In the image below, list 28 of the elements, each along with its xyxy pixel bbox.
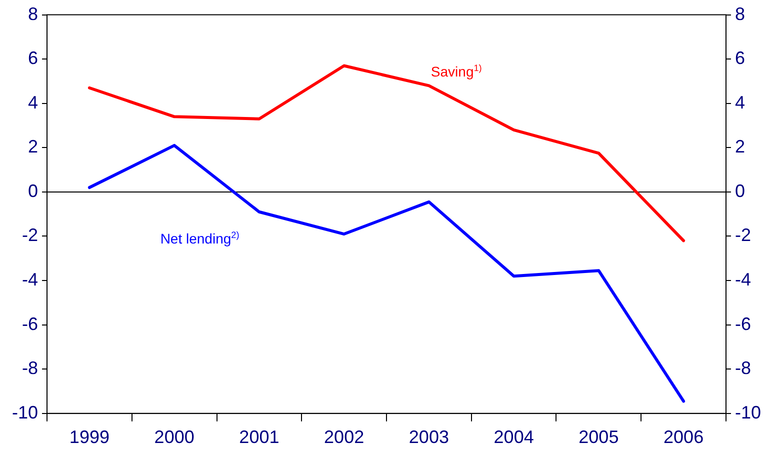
y2-tick-label: -6 (734, 314, 751, 334)
y2-tick-label: 0 (734, 180, 745, 201)
y2-tick-label: -10 (734, 402, 761, 422)
y-tick-label: -10 (12, 402, 38, 422)
y-tick-label: 6 (28, 48, 38, 68)
y-tick-label: -8 (22, 358, 38, 378)
y-tick-label: -2 (22, 225, 38, 246)
x-tick-label: 2000 (154, 427, 194, 448)
y-tick-label: 4 (28, 92, 38, 112)
x-tick-label: 2001 (239, 427, 280, 448)
y-tick-label: -6 (22, 314, 38, 334)
y-tick-label: 0 (28, 180, 38, 201)
y-tick-label: 2 (28, 136, 38, 157)
y2-tick-label: 2 (734, 136, 745, 157)
x-tick-label: 2002 (324, 427, 364, 448)
x-tick-label: 1999 (69, 427, 110, 448)
y-tick-label: 8 (28, 4, 38, 24)
x-tick-label: 2004 (494, 427, 534, 448)
x-tick-label: 2006 (664, 427, 704, 448)
x-tick-label: 2003 (408, 427, 449, 448)
y2-tick-label: -8 (734, 358, 751, 378)
y2-tick-label: 6 (734, 48, 745, 68)
y2-tick-label: -2 (734, 225, 751, 246)
y2-tick-label: 8 (734, 4, 745, 24)
y-tick-label: -4 (22, 270, 38, 290)
y2-tick-label: 4 (734, 92, 745, 112)
x-tick-label: 2005 (578, 427, 619, 448)
y2-tick-label: -4 (734, 270, 751, 290)
